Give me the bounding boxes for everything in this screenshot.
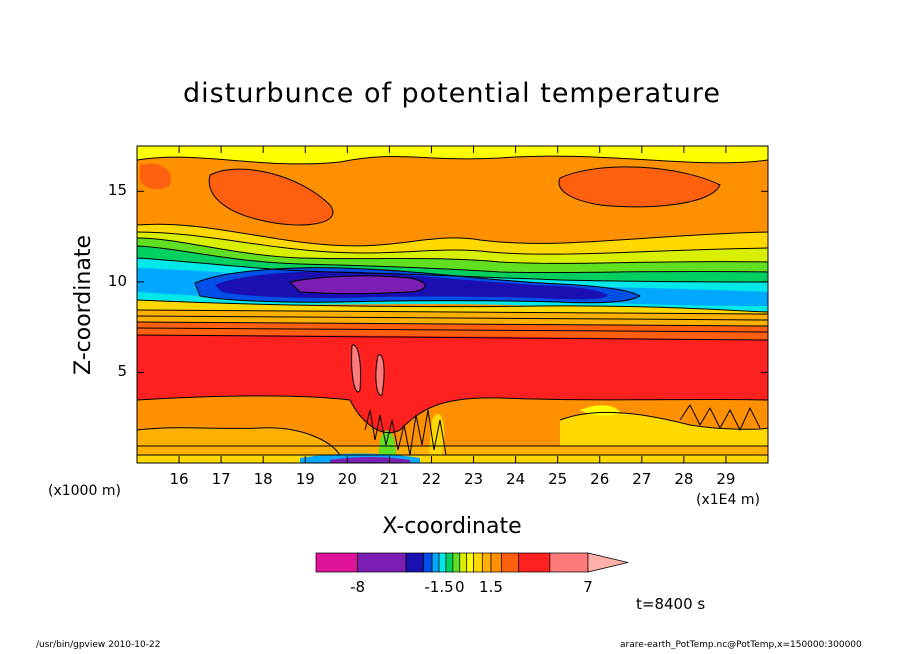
x-tick-label: 24 [506, 470, 526, 488]
colorbar-swatch [518, 552, 551, 573]
plot-frame [136, 145, 769, 464]
colorbar-swatch [452, 552, 461, 573]
colorbar-swatch [315, 552, 358, 573]
x-tick-label: 25 [548, 470, 568, 488]
upper-blob-edge [140, 163, 171, 190]
colorbar-swatch [405, 552, 424, 573]
x-tick-label: 29 [716, 470, 736, 488]
lower-gold-right [560, 412, 768, 455]
x-tick-label: 19 [295, 470, 315, 488]
colorbar-swatch [501, 552, 520, 573]
x-unit-note: (x1000 m) [48, 483, 121, 499]
band-red [137, 335, 768, 433]
footer-left: /usr/bin/gpview 2010-10-22 [36, 640, 161, 650]
colorbar-swatch [481, 552, 492, 573]
y-axis-label: Z-coordinate [71, 235, 96, 375]
upper-blob-left [209, 169, 333, 225]
colorbar-swatch [357, 552, 407, 573]
colorbar-swatch [423, 552, 433, 573]
x-tick-label: 26 [590, 470, 610, 488]
colorbar-swatch [445, 552, 454, 573]
colorbar-swatch [490, 552, 502, 573]
colorbar-label: 7 [583, 578, 593, 596]
colorbar-swatch [473, 552, 483, 573]
pink-streak-2 [375, 354, 385, 396]
x-tick-label: 16 [169, 470, 189, 488]
x-tick-label: 27 [632, 470, 652, 488]
contour-lines [137, 155, 768, 456]
x-tick-label: 18 [253, 470, 273, 488]
y-tick-marks [137, 190, 768, 373]
x-tick-marks [178, 146, 727, 463]
colorbar-swatch [549, 552, 589, 573]
plot-fill [137, 146, 768, 463]
x-scale-note: (x1E4 m) [696, 492, 760, 508]
pink-streak-1 [351, 344, 361, 392]
colorbar-swatch [438, 552, 447, 573]
colorbar-label: 1.5 [479, 578, 503, 596]
y-tick-label: 15 [107, 181, 127, 200]
colorbar-swatch [466, 552, 475, 573]
y-tick-label: 5 [117, 362, 127, 381]
core-purple [290, 275, 425, 294]
x-tick-label: 28 [674, 470, 694, 488]
colorbar [315, 552, 629, 573]
upper-blob-right [559, 166, 720, 207]
chart-title: disturbunce of potential temperature [183, 78, 721, 109]
colorbar-label: -8 [350, 578, 366, 596]
y-tick-label: 10 [107, 271, 127, 290]
x-axis-label: X-coordinate [382, 514, 522, 539]
footer-right: arare-earth_PotTemp.nc@PotTemp,x=150000:… [620, 640, 862, 650]
bottom-gold [137, 455, 768, 463]
colorbar-swatch [431, 552, 440, 573]
colorbar-label: 0 [455, 578, 465, 596]
time-label: t=8400 s [636, 595, 706, 613]
colorbar-arrow [587, 552, 629, 573]
x-tick-label: 20 [337, 470, 357, 488]
top-band [137, 146, 768, 164]
colorbar-swatch [459, 552, 468, 573]
x-tick-label: 23 [463, 470, 484, 488]
x-tick-label: 21 [379, 470, 399, 488]
colorbar-label: -1.5 [424, 578, 454, 596]
ground-purple [330, 457, 410, 463]
x-tick-label: 17 [211, 470, 231, 488]
x-tick-label: 22 [421, 470, 441, 488]
